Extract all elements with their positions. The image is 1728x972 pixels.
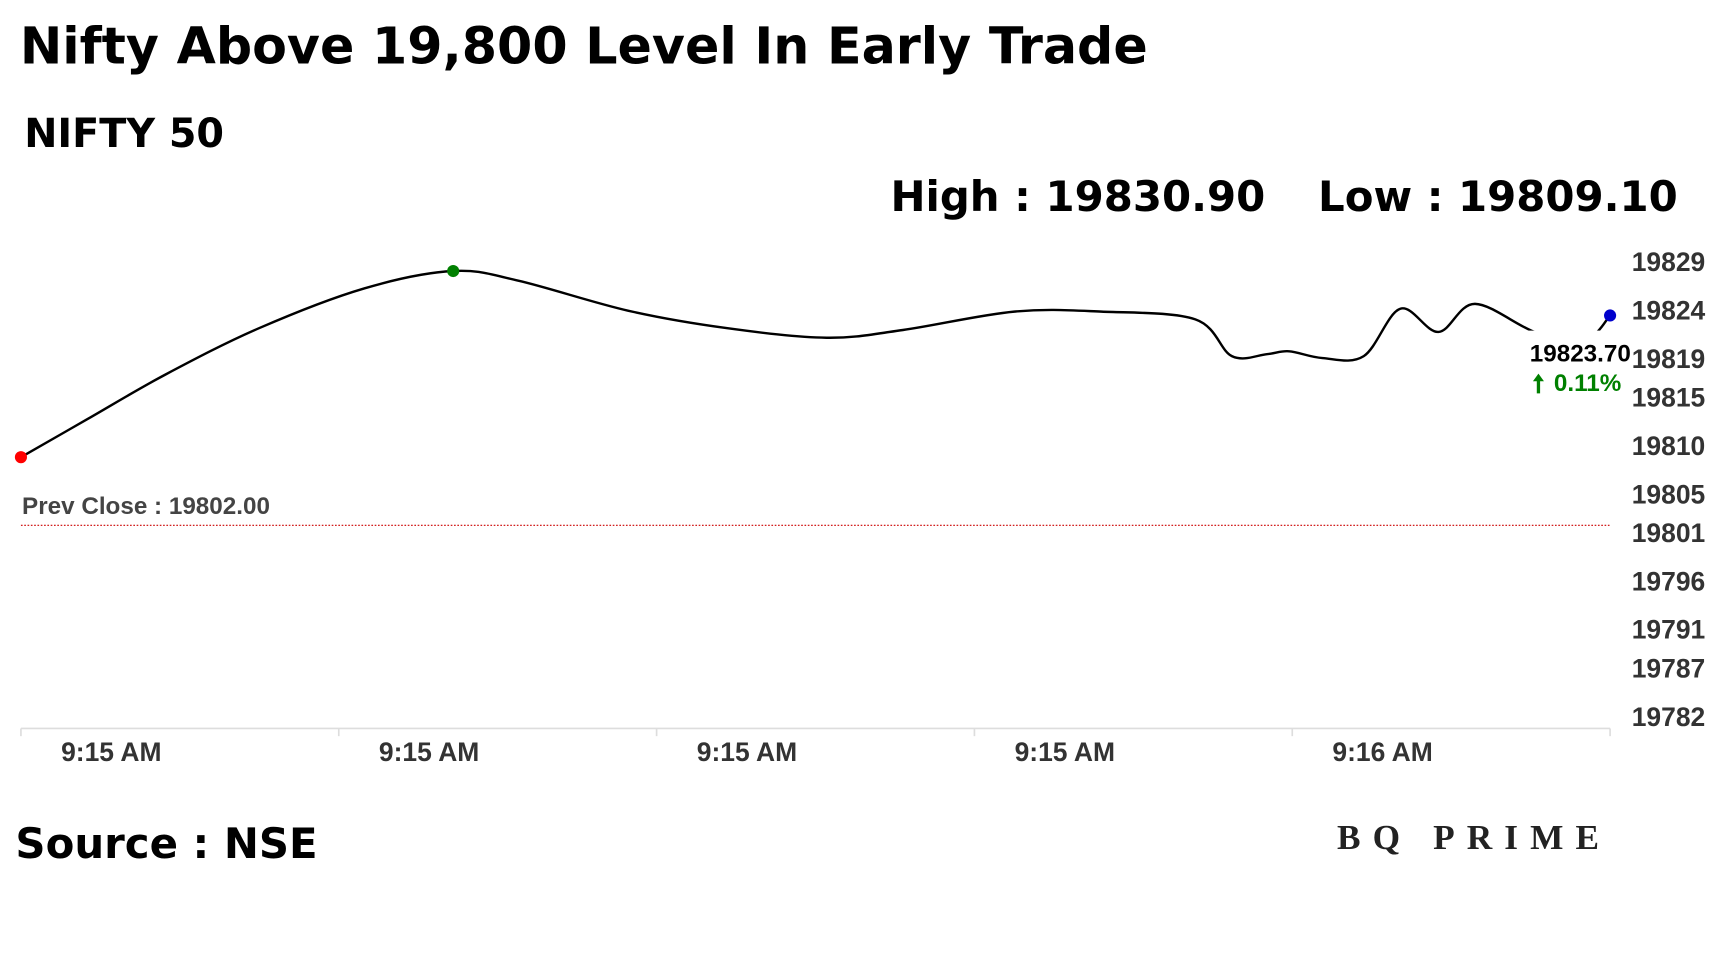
y-tick-label: 19801 [1632,518,1706,548]
end-point [1604,309,1617,322]
chart-subtitle: NIFTY 50 [24,111,224,157]
source: Source : NSE [15,819,317,868]
y-tick-label: 19810 [1632,431,1706,461]
start-point [14,451,27,464]
high-label: High : 19830.90 [890,172,1265,221]
reference-label: Prev Close : 19802.00 [22,493,270,520]
y-tick-label: 19805 [1632,479,1706,509]
low-label: Low : 19809.10 [1318,172,1678,221]
brand-logo: BQ PRIME [1337,818,1611,857]
y-tick-label: 19782 [1632,702,1706,732]
y-tick-label: 19791 [1632,615,1706,645]
y-tick-label: 19796 [1632,566,1706,596]
peak-point [447,264,460,278]
x-tick-label: 9:16 AM [1332,737,1432,767]
line [20,269,1612,459]
change-label: 0.11% [1554,370,1621,397]
up-arrow [1532,373,1544,394]
y-tick-label: 19819 [1632,344,1706,374]
y-tick-label: 19824 [1632,296,1706,326]
last-value-label: 19823.70 [1530,340,1631,367]
x-tick-label: 9:15 AM [697,737,797,767]
chart-title: Nifty Above 19,800 Level In Early Trade [20,17,1148,76]
x-tick-label: 9:15 AM [1015,737,1115,767]
y-tick-label: 19815 [1632,383,1706,413]
x-tick-label: 9:15 AM [61,737,161,767]
y-tick-label: 19829 [1632,247,1706,277]
x-tick-label: 9:15 AM [379,737,479,767]
y-tick-label: 19787 [1632,653,1706,683]
